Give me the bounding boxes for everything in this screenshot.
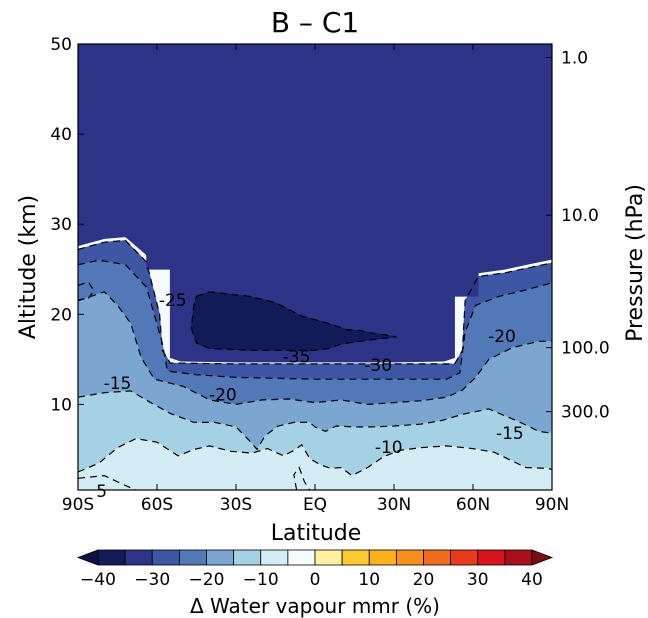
colorbar-over-arrow	[531, 549, 554, 566]
y-axis-ticks: 10 20 30 40 50	[50, 35, 84, 415]
colorbar-tick-label: −30	[134, 570, 170, 590]
colorbar: −40 −30 −20 −10 0 10 20 30 40	[76, 549, 554, 590]
colorbar-swatch	[314, 549, 343, 566]
colorbar-swatch	[395, 549, 424, 566]
y-tick-label: 30	[50, 215, 72, 235]
colorbar-swatch	[178, 549, 207, 566]
contour-line	[78, 291, 552, 406]
chart-title: B – C1	[271, 6, 359, 39]
contour-line	[293, 466, 311, 490]
contour-fills	[78, 44, 552, 490]
contour-fill-region	[169, 44, 455, 363]
plot-area	[78, 44, 552, 490]
pressure-tick-label: 10.0	[561, 206, 599, 226]
colorbar-tick-label: 10	[358, 570, 380, 590]
contour-label: -25	[159, 291, 187, 311]
colorbar-swatch	[260, 549, 289, 566]
pressure-tick-label: 300.0	[561, 403, 610, 423]
y-tick-label: 10	[50, 395, 72, 415]
colorbar-swatch	[206, 549, 235, 566]
x-axis-ticks: 90S 60S 30S EQ 30N 60N 90N	[62, 44, 569, 515]
colorbar-under-arrow	[76, 549, 99, 566]
colorbar-tick-label: 20	[413, 570, 435, 590]
contour-label: -30	[364, 356, 392, 376]
contour-fill-region	[454, 44, 479, 297]
x-tick-label: EQ	[303, 495, 327, 515]
y-axis-label: Altitude (km)	[16, 195, 41, 339]
x-tick-label: 60S	[141, 495, 173, 515]
contour-label: -15	[104, 374, 132, 394]
x-tick-label: 90N	[535, 495, 569, 515]
contour-label: -20	[209, 385, 237, 405]
pressure-axis-label: Pressure (hPa)	[623, 184, 648, 342]
colorbar-swatch	[151, 549, 180, 566]
contour-line	[190, 291, 397, 351]
x-tick-label: 30S	[220, 495, 252, 515]
colorbar-tick-label: 30	[467, 570, 489, 590]
pressure-tick-label: 100.0	[561, 339, 610, 359]
contour-label: -35	[283, 348, 311, 368]
colorbar-tick-label: 40	[521, 570, 543, 590]
contour-labels: -25 -35 -30 -20 -15 -20 -15 -10 5	[96, 291, 523, 502]
colorbar-swatch	[287, 549, 316, 566]
colorbar-swatch	[477, 549, 506, 566]
colorbar-tick-label: −20	[189, 570, 225, 590]
colorbar-tick-label: −10	[243, 570, 279, 590]
contour-label: 5	[96, 482, 107, 502]
contour-line	[78, 474, 137, 490]
contour-label: -15	[496, 424, 524, 444]
contour-line	[78, 259, 552, 380]
x-tick-label: 90S	[62, 495, 94, 515]
colorbar-swatch	[423, 549, 452, 566]
colorbar-tick-label: −40	[80, 570, 116, 590]
contour-label: -10	[375, 438, 403, 458]
colorbar-tick-label: 0	[310, 570, 321, 590]
contour-line	[78, 239, 552, 365]
colorbar-swatch	[233, 549, 262, 566]
contour-lines	[78, 239, 552, 490]
pressure-axis-ticks: 1.0 10.0 100.0 300.0	[546, 49, 610, 423]
x-tick-label: 30N	[377, 495, 411, 515]
colorbar-label: Δ Water vapour mmr (%)	[190, 594, 440, 618]
contour-line	[78, 390, 552, 451]
colorbar-swatch	[97, 549, 126, 566]
colorbar-swatch	[504, 549, 533, 566]
contour-fill-region	[477, 44, 552, 274]
colorbar-swatch	[341, 549, 370, 566]
colorbar-swatch	[124, 549, 153, 566]
pressure-tick-label: 1.0	[561, 49, 588, 69]
contour-fill-region	[146, 44, 171, 270]
y-tick-label: 50	[50, 35, 72, 55]
x-tick-label: 60N	[456, 495, 490, 515]
contour-label: -20	[488, 327, 516, 347]
colorbar-swatch	[368, 549, 397, 566]
colorbar-swatch	[450, 549, 479, 566]
contour-fill-region	[78, 44, 147, 256]
y-tick-label: 20	[50, 305, 72, 325]
y-tick-label: 40	[50, 125, 72, 145]
x-axis-label: Latitude	[271, 521, 362, 546]
